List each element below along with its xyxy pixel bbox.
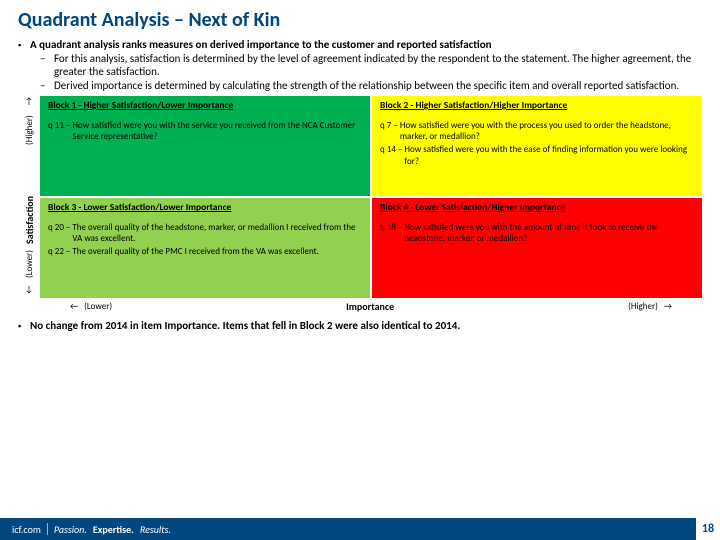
item-text: How satisfied were you with the amount o… (404, 222, 694, 245)
block-item: q 14 – How satisfied were you with the e… (380, 144, 694, 167)
item-text: The overall quality of the headstone, ma… (72, 222, 362, 245)
slide-title: Quadrant Analysis – Next of Kin (18, 8, 702, 32)
block-2: Block 2 - Higher Satisfaction/Higher Imp… (372, 96, 702, 196)
item-q: q 18 – (380, 222, 404, 245)
bullet-icon (18, 319, 30, 332)
block-item: q 11 – How satisfied were you with the s… (48, 120, 362, 143)
item-text: The overall quality of the PMC I receive… (72, 246, 319, 257)
x-lower-label: (Lower) (84, 301, 112, 312)
block-3: Block 3 - Lower Satisfaction/Lower Impor… (40, 198, 370, 298)
item-text: How satisfied were you with the service … (72, 120, 362, 143)
x-axis-label: Importance (112, 300, 628, 313)
quadrant-chart: ↑ (Higher) Satisfaction (Lower) ↓ Block … (18, 96, 702, 298)
item-q: q 22 – (48, 246, 72, 257)
intro-sub2: Derived importance is determined by calc… (54, 79, 679, 92)
arrow-down-icon: ↓ (25, 284, 33, 298)
block-title: Block 4 - Lower Satisfaction/Higher Impo… (380, 202, 694, 214)
item-q: q 7 – (380, 120, 400, 143)
divider-icon (47, 523, 48, 535)
block-title: Block 2 - Higher Satisfaction/Higher Imp… (380, 100, 694, 112)
bullet-icon (18, 38, 30, 51)
footer-brand: icf.com Passion. Expertise. Results. (12, 523, 171, 536)
x-higher-label: (Higher) (628, 301, 658, 312)
block-title: Block 1 - Higher Satisfaction/Lower Impo… (48, 100, 362, 112)
intro-block: A quadrant analysis ranks measures on de… (18, 38, 702, 92)
page-number: 18 (696, 518, 720, 540)
footer-passion: Passion. (54, 523, 87, 536)
dash-icon: – (40, 79, 54, 92)
block-item: q 18 – How satisfied were you with the a… (380, 222, 694, 245)
slide: Quadrant Analysis – Next of Kin A quadra… (0, 0, 720, 540)
footer-site: icf.com (12, 523, 41, 536)
y-higher-label: (Higher) (24, 110, 35, 150)
block-item: q 7 – How satisfied were you with the pr… (380, 120, 694, 143)
conclusion-text: No change from 2014 in item Importance. … (30, 319, 460, 332)
y-axis-label: Satisfaction (23, 150, 36, 244)
x-lower: ← (Lower) (70, 301, 112, 312)
block-item: q 20 – The overall quality of the headst… (48, 222, 362, 245)
intro-sub1: For this analysis, satisfaction is deter… (54, 52, 702, 78)
footer-results: Results. (140, 523, 171, 536)
item-text: How satisfied were you with the process … (400, 120, 694, 143)
item-text: How satisfied were you with the ease of … (404, 144, 694, 167)
y-axis: ↑ (Higher) Satisfaction (Lower) ↓ (18, 96, 40, 298)
block-item: q 22 – The overall quality of the PMC I … (48, 246, 362, 257)
x-axis: ← (Lower) Importance (Higher) → (40, 298, 702, 313)
arrow-up-icon: ↑ (25, 96, 33, 110)
item-q: q 14 – (380, 144, 404, 167)
footer-expertise: Expertise. (93, 523, 134, 536)
item-q: q 20 – (48, 222, 72, 245)
item-q: q 11 – (48, 120, 72, 143)
arrow-right-icon: → (664, 301, 672, 312)
y-lower-label: (Lower) (24, 244, 35, 284)
arrow-left-icon: ← (70, 301, 78, 312)
dash-icon: – (40, 52, 54, 78)
block-title: Block 3 - Lower Satisfaction/Lower Impor… (48, 202, 362, 214)
quadrant-grid: Block 1 - Higher Satisfaction/Lower Impo… (40, 96, 702, 298)
conclusion: No change from 2014 in item Importance. … (18, 319, 702, 332)
footer-bar: icf.com Passion. Expertise. Results. 18 (0, 518, 720, 540)
intro-main: A quadrant analysis ranks measures on de… (30, 38, 492, 51)
block-1: Block 1 - Higher Satisfaction/Lower Impo… (40, 96, 370, 196)
block-4: Block 4 - Lower Satisfaction/Higher Impo… (372, 198, 702, 298)
x-higher: (Higher) → (628, 301, 672, 312)
